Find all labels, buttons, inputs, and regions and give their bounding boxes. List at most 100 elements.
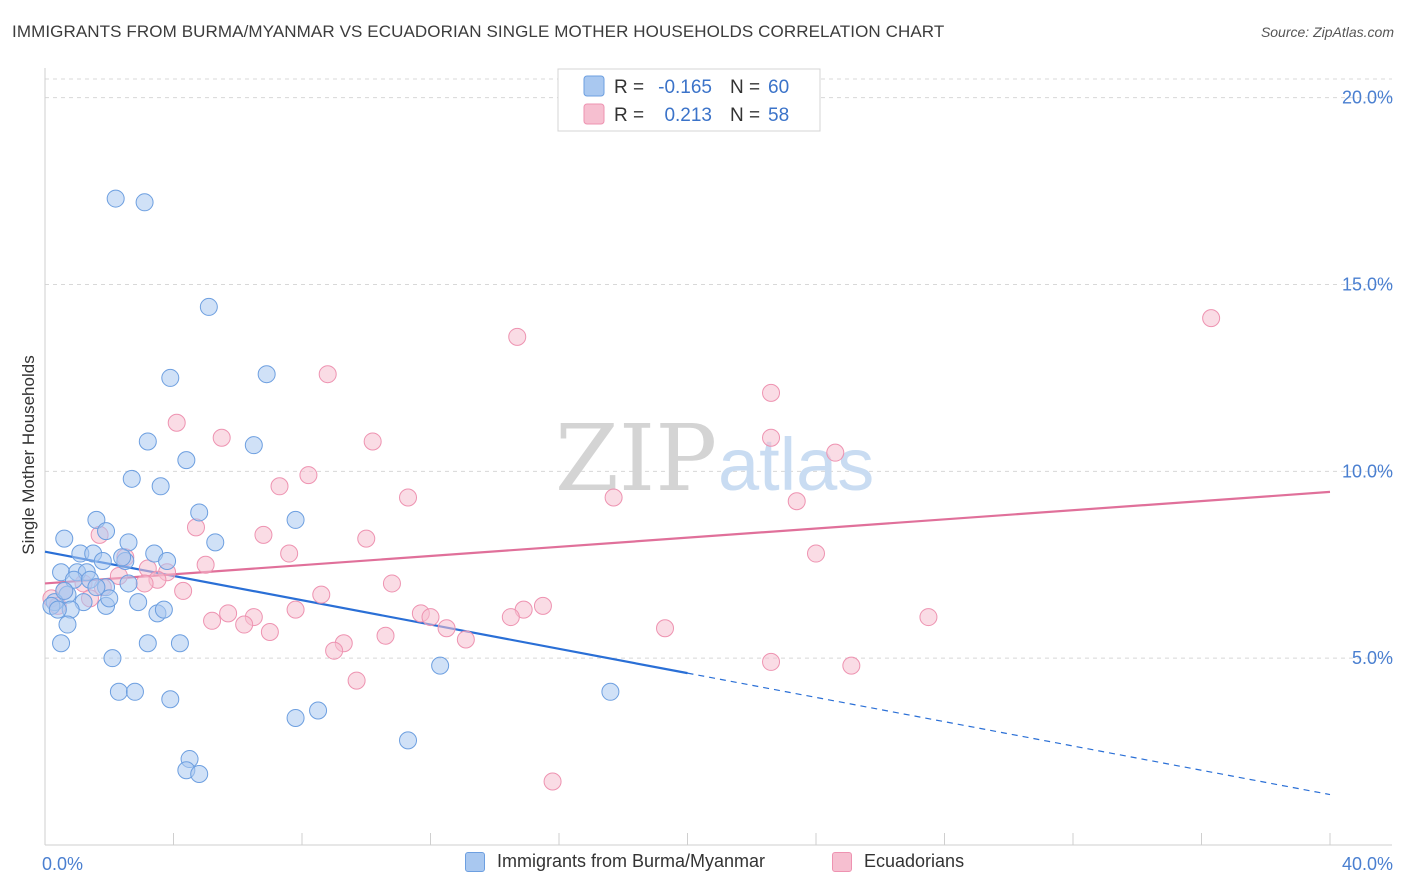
point-burma-47 [431, 656, 450, 675]
point-ecuadorians-55 [842, 656, 861, 675]
point-ecuadorians-30 [174, 581, 193, 600]
point-burma-52 [309, 701, 328, 720]
legend-swatch-ecuadorians [832, 851, 852, 872]
point-burma-2 [199, 297, 218, 316]
x-tick-label-1: 40.0% [1342, 854, 1393, 874]
trend-line-burma-extension [687, 672, 1331, 796]
point-ecuadorians-57 [543, 772, 562, 791]
point-ecuadorians-15 [254, 525, 273, 544]
legend-n-value-2: 58 [768, 105, 789, 126]
point-ecuadorians-50 [376, 626, 395, 645]
point-burma-14 [97, 522, 116, 541]
point-ecuadorians-9 [299, 466, 318, 485]
point-burma-4 [257, 365, 276, 384]
point-burma-6 [244, 436, 263, 455]
point-burma-45 [170, 634, 189, 653]
y-tick-label-1: 10.0% [1342, 461, 1393, 481]
point-burma-54 [399, 731, 418, 750]
legend-r-label-1: R = [614, 77, 644, 98]
point-ecuadorians-18 [280, 544, 299, 563]
point-burma-9 [151, 477, 170, 496]
point-ecuadorians-8 [826, 443, 845, 462]
y-tick-label-2: 15.0% [1342, 275, 1393, 295]
point-burma-41 [48, 600, 67, 619]
trend-lines [44, 490, 1331, 796]
point-burma-10 [190, 503, 209, 522]
tick-labels: 5.0% 10.0% 15.0% 20.0% 0.0% 40.0% [42, 88, 1393, 874]
data-points [42, 189, 1221, 791]
point-burma-12 [286, 510, 305, 529]
point-burma-8 [122, 469, 141, 488]
point-ecuadorians-2 [318, 365, 337, 384]
point-ecuadorians-13 [787, 492, 806, 511]
point-burma-36 [129, 593, 148, 612]
watermark: ZIP atlas [555, 405, 874, 512]
point-ecuadorians-6 [363, 432, 382, 451]
legend-item-burma: Immigrants from Burma/Myanmar [465, 851, 765, 872]
point-ecuadorians-56 [347, 671, 366, 690]
point-ecuadorians-46 [235, 615, 254, 634]
point-burma-7 [177, 451, 196, 470]
point-burma-5 [138, 432, 157, 451]
point-ecuadorians-48 [437, 619, 456, 638]
legend-n-label-2: N = [730, 105, 760, 126]
point-ecuadorians-37 [286, 600, 305, 619]
point-ecuadorians-17 [357, 529, 376, 548]
point-ecuadorians-14 [186, 518, 205, 537]
point-burma-57 [190, 765, 209, 784]
point-ecuadorians-21 [196, 555, 215, 574]
point-ecuadorians-42 [219, 604, 238, 623]
point-burma-1 [135, 193, 154, 212]
point-ecuadorians-49 [656, 619, 675, 638]
legend-swatch-blue [583, 75, 605, 97]
point-burma-35 [100, 589, 119, 608]
legend-swatch-pink [583, 103, 605, 125]
point-burma-29 [119, 574, 138, 593]
chart-title: IMMIGRANTS FROM BURMA/MYANMAR VS ECUADOR… [12, 22, 945, 41]
y-tick-label-3: 20.0% [1342, 88, 1393, 108]
point-ecuadorians-3 [762, 383, 781, 402]
point-ecuadorians-7 [762, 428, 781, 447]
source-credit: Source: ZipAtlas.com [1260, 24, 1394, 40]
point-burma-16 [206, 533, 225, 552]
legend-label-ecuadorians: Ecuadorians [864, 851, 965, 871]
legend-r-value-2: 0.213 [664, 105, 712, 126]
legend-top: R = -0.165 N = 60 R = 0.213 N = 58 [557, 68, 821, 132]
point-ecuadorians-53 [325, 641, 344, 660]
point-burma-58 [55, 581, 74, 600]
point-burma-53 [286, 708, 305, 727]
legend-n-label-1: N = [730, 77, 760, 98]
point-ecuadorians-40 [501, 608, 520, 627]
point-ecuadorians-5 [212, 428, 231, 447]
point-ecuadorians-28 [135, 574, 154, 593]
point-ecuadorians-31 [312, 585, 331, 604]
x-tick-label-0: 0.0% [42, 854, 83, 874]
point-ecuadorians-0 [1202, 309, 1221, 328]
legend-n-value-1: 60 [768, 77, 789, 98]
point-ecuadorians-44 [203, 611, 222, 630]
point-ecuadorians-10 [270, 477, 289, 496]
point-burma-50 [161, 690, 180, 709]
legend-swatch-burma [465, 851, 485, 872]
point-ecuadorians-47 [260, 623, 279, 642]
point-ecuadorians-41 [533, 596, 552, 615]
point-burma-44 [138, 634, 157, 653]
point-ecuadorians-1 [508, 327, 527, 346]
legend-r-value-1: -0.165 [658, 77, 712, 98]
point-ecuadorians-54 [762, 652, 781, 671]
point-burma-21 [158, 552, 177, 571]
legend-item-ecuadorians: Ecuadorians [832, 851, 964, 872]
point-burma-24 [113, 548, 132, 567]
point-ecuadorians-4 [167, 413, 186, 432]
axes [44, 68, 1392, 846]
point-burma-23 [93, 552, 112, 571]
y-tick-label-0: 5.0% [1352, 648, 1393, 668]
point-burma-39 [154, 600, 173, 619]
watermark-atlas: atlas [718, 423, 874, 506]
point-ecuadorians-19 [807, 544, 825, 563]
point-ecuadorians-39 [421, 608, 440, 627]
point-burma-46 [103, 649, 122, 668]
point-burma-49 [125, 682, 144, 701]
point-ecuadorians-51 [456, 630, 475, 649]
